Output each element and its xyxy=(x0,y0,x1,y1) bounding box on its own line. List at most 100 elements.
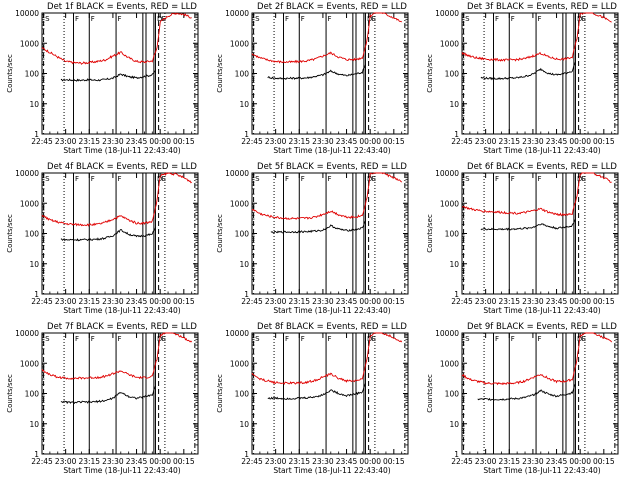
y-axis-label: Counts/sec xyxy=(6,54,14,93)
marker-letter: S xyxy=(255,335,260,343)
y-tick-label: 1 xyxy=(34,130,39,139)
y-tick-label: 1 xyxy=(34,290,39,299)
plot-frame xyxy=(461,12,619,135)
marker-letter: E xyxy=(162,335,166,343)
marker-letter: F xyxy=(328,175,332,183)
x-tick-label: 00:00 xyxy=(359,297,381,306)
series-line-lld xyxy=(41,332,193,381)
x-tick-label: 23:30 xyxy=(312,457,334,466)
y-tick-label: 1 xyxy=(244,450,249,459)
x-tick-label: 23:30 xyxy=(102,457,124,466)
x-tick-label: 00:15 xyxy=(593,457,615,466)
marker-letter: S xyxy=(45,15,50,23)
x-tick-label: 23:00 xyxy=(265,457,287,466)
y-tick-label: 10000 xyxy=(225,329,249,338)
y-axis-label: Counts/sec xyxy=(216,54,224,93)
x-tick-label: 00:15 xyxy=(173,297,195,306)
panel-9: Det 9f BLACK = Events, RED = LLD 1 10 100 10… xyxy=(426,322,619,475)
x-tick-label: 23:45 xyxy=(336,297,358,306)
marker-letter: S xyxy=(255,15,260,23)
x-tick-label: 23:00 xyxy=(55,297,77,306)
marker-letter: F xyxy=(301,15,305,23)
marker-letter: F xyxy=(538,15,542,23)
plot-frame xyxy=(251,332,409,455)
x-tick-label: 23:15 xyxy=(498,457,520,466)
y-tick-label: 100 xyxy=(445,390,460,399)
marker-letter: F xyxy=(285,335,289,343)
x-tick-label: 23:00 xyxy=(55,457,77,466)
marker-letter: F xyxy=(75,175,79,183)
series-line-events xyxy=(60,385,156,405)
panel-5: Det 5f BLACK = Events, RED = LLD 1 10 100 10… xyxy=(216,162,409,315)
x-tick-label: 22:45 xyxy=(451,297,473,306)
x-tick-label: 23:15 xyxy=(78,297,100,306)
x-tick-label: 23:00 xyxy=(265,297,287,306)
x-tick-label: 23:45 xyxy=(546,457,568,466)
x-tick-label: 00:00 xyxy=(569,297,591,306)
x-tick-label: 23:30 xyxy=(522,137,544,146)
series-line-lld xyxy=(251,172,402,220)
y-axis-label: Counts/sec xyxy=(6,214,14,253)
y-tick-label: 10000 xyxy=(435,329,459,338)
marker-letter: E xyxy=(582,175,586,183)
x-tick-label: 23:45 xyxy=(546,297,568,306)
x-tick-label: 23:45 xyxy=(336,137,358,146)
marker-letter: F xyxy=(91,335,95,343)
x-tick-label: 22:45 xyxy=(451,137,473,146)
panel-title: Det 8f BLACK = Events, RED = LLD xyxy=(257,322,407,332)
plot-frame xyxy=(41,12,199,135)
y-tick-label: 100 xyxy=(445,230,460,239)
series-line-lld xyxy=(461,172,612,217)
series-line-lld xyxy=(461,332,613,386)
y-tick-label: 10000 xyxy=(225,9,249,18)
marker-letter: F xyxy=(495,335,499,343)
plot-frame xyxy=(41,332,199,455)
x-axis-label: Start Time (18-Jul-11 22:43:40) xyxy=(63,306,180,315)
series-line-lld xyxy=(41,172,192,227)
y-axis-label: Counts/sec xyxy=(6,374,14,413)
x-tick-label: 22:45 xyxy=(241,457,263,466)
y-axis-label: Counts/sec xyxy=(216,214,224,253)
x-tick-label: 23:00 xyxy=(475,297,497,306)
x-axis-label: Start Time (18-Jul-11 22:43:40) xyxy=(273,466,390,475)
y-tick-label: 1 xyxy=(244,130,249,139)
y-tick-label: 1000 xyxy=(20,359,39,368)
x-tick-label: 23:15 xyxy=(288,297,310,306)
marker-letter: F xyxy=(301,335,305,343)
marker-letter: E xyxy=(372,15,376,23)
y-tick-label: 1000 xyxy=(440,359,459,368)
series-line-lld xyxy=(41,12,192,65)
x-tick-label: 00:00 xyxy=(569,457,591,466)
marker-letter: F xyxy=(328,335,332,343)
y-tick-label: 1000 xyxy=(230,39,249,48)
x-tick-label: 23:15 xyxy=(288,137,310,146)
marker-letter: F xyxy=(118,335,122,343)
y-tick-label: 10000 xyxy=(435,169,459,178)
y-tick-label: 100 xyxy=(25,390,40,399)
x-tick-label: 23:15 xyxy=(288,457,310,466)
marker-letter: F xyxy=(118,175,122,183)
panel-title: Det 2f BLACK = Events, RED = LLD xyxy=(257,2,407,12)
y-tick-label: 100 xyxy=(25,230,40,239)
x-axis-label: Start Time (18-Jul-11 22:43:40) xyxy=(483,466,600,475)
x-tick-label: 00:15 xyxy=(173,137,195,146)
x-tick-label: 00:00 xyxy=(359,137,381,146)
plot-frame xyxy=(461,332,619,455)
x-axis-label: Start Time (18-Jul-11 22:43:40) xyxy=(63,146,180,155)
panel-3: Det 3f BLACK = Events, RED = LLD 1 10 100 10… xyxy=(426,2,619,155)
x-tick-label: 22:45 xyxy=(451,457,473,466)
y-tick-label: 10000 xyxy=(225,169,249,178)
x-tick-label: 23:30 xyxy=(312,297,334,306)
marker-letter: S xyxy=(465,175,470,183)
marker-letter: F xyxy=(301,175,305,183)
marker-letter: F xyxy=(91,175,95,183)
marker-letter: S xyxy=(45,175,50,183)
x-tick-label: 23:45 xyxy=(126,137,148,146)
marker-letter: E xyxy=(582,335,586,343)
marker-letter: E xyxy=(162,175,166,183)
y-tick-label: 1 xyxy=(454,130,459,139)
y-tick-label: 1000 xyxy=(20,199,39,208)
series-line-events xyxy=(267,64,366,80)
panel-2: Det 2f BLACK = Events, RED = LLD 1 10 100 10… xyxy=(216,2,409,155)
x-axis-label: Start Time (18-Jul-11 22:43:40) xyxy=(483,146,600,155)
